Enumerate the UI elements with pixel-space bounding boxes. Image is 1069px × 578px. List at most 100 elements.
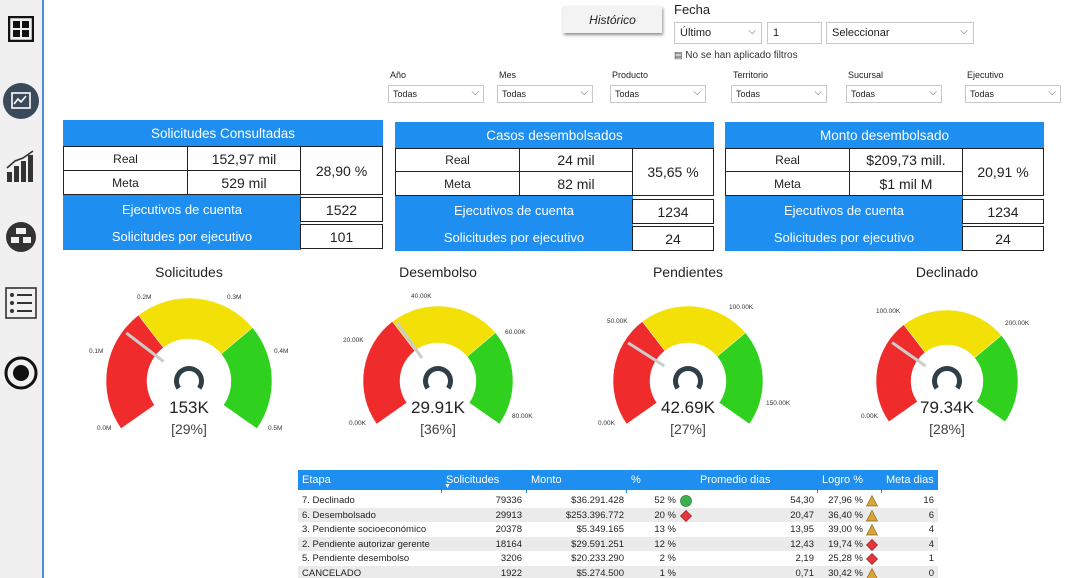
- sort-desc-icon: ▼: [444, 483, 451, 490]
- header-etapa[interactable]: Etapa: [302, 474, 331, 486]
- table-body: 7. Declinado 79336 $36.291.428 52 % 54,30 27,…: [298, 493, 938, 578]
- filter-value: Todas: [851, 89, 876, 99]
- gauge-tick-label: 40.00K: [411, 293, 432, 300]
- filter-select-sucursal[interactable]: Todas ⌵: [846, 85, 942, 103]
- cell-meta-dias: 1: [928, 553, 934, 564]
- filter-value: Todas: [970, 89, 995, 99]
- filter-icon: ▤: [674, 50, 683, 60]
- gauge-needle: [627, 341, 666, 368]
- gauge-center: [147, 339, 231, 423]
- card-title: Solicitudes Consultadas: [63, 120, 383, 146]
- fecha-period-value: Último: [680, 27, 712, 39]
- solicitudes-por-ejecutivo-label: Solicitudes por ejecutivo: [63, 223, 301, 250]
- cell-monto: $253.396.772: [565, 509, 624, 521]
- cell-promedio-dias: 0,71: [795, 567, 815, 578]
- header-percent[interactable]: %: [631, 474, 641, 486]
- gauge-pendientes: [612, 305, 764, 425]
- chevron-down-icon: ⌵: [929, 87, 937, 98]
- table-row[interactable]: 7. Declinado 79336 $36.291.428 52 % 54,30 27,…: [298, 493, 938, 508]
- gauge-tick-label: 20.00K: [343, 337, 364, 344]
- gauge-tick-label: 0.0M: [97, 425, 112, 432]
- gauge-tick-label: 0.00K: [349, 420, 366, 427]
- cell-monto: $29.591.251: [571, 538, 624, 550]
- header-solicitudes[interactable]: Solicitudes: [446, 474, 500, 486]
- gauge-green-band: [716, 332, 764, 425]
- gauge-needle: [396, 321, 424, 359]
- gauge-title: Pendientes: [652, 264, 724, 280]
- filter-value: Todas: [615, 89, 640, 99]
- ejecutivos-value: 1234: [962, 199, 1044, 224]
- gauge-tick-label: 0.5M: [268, 425, 283, 432]
- table-row[interactable]: CANCELADO 1922 $5.274.500 1 % 0,71 30,42 % 0: [298, 565, 938, 578]
- cell-meta-dias: 6: [928, 509, 934, 521]
- cell-solicitudes: 20378: [495, 524, 522, 535]
- solicitudes-por-ejecutivo-label: Solicitudes por ejecutivo: [395, 224, 633, 251]
- chevron-down-icon: ⌵: [693, 87, 701, 98]
- grid-icon[interactable]: [4, 12, 38, 46]
- table-row[interactable]: 2. Pendiente autorizar gerente 18164 $29.5…: [298, 536, 938, 551]
- table-row[interactable]: 6. Desembolsado 29913 $253.396.772 20 % 20,4…: [298, 507, 938, 522]
- filter-select-producto[interactable]: Todas ⌵: [610, 85, 706, 103]
- header-meta-dias[interactable]: Meta dias: [886, 474, 934, 486]
- cell-logro: 39,00 %: [828, 524, 863, 535]
- fecha-unit-select[interactable]: Seleccionar ⌵: [826, 22, 974, 44]
- gauge-tick-label: 0.2M: [137, 294, 152, 301]
- left-toolbar: [0, 0, 44, 578]
- table-row[interactable]: 3. Pendiente socioeconómico 20378 $5.349.1…: [298, 522, 938, 537]
- gauge-tick-label: 0.00K: [598, 420, 615, 427]
- gauge-center: [911, 345, 983, 417]
- real-label: Real: [395, 148, 520, 172]
- cell-percent: 1 %: [659, 567, 676, 578]
- header-promedio-dias[interactable]: Promedio dias: [700, 474, 771, 486]
- gauge-center: [650, 343, 726, 419]
- filter-label-ano: Año: [390, 70, 407, 80]
- cell-percent: 20 %: [654, 509, 676, 521]
- gauge-value: 79.34K: [920, 398, 974, 417]
- cell-meta-dias: 16: [923, 495, 934, 506]
- fecha-unit-value: Seleccionar: [832, 27, 890, 39]
- cell-etapa: 7. Declinado: [302, 495, 355, 506]
- chevron-down-icon: ⌵: [1048, 87, 1056, 98]
- gauge-tick-label: 0.00K: [861, 413, 878, 420]
- gauge-center: [400, 343, 476, 419]
- filter-select-territorio[interactable]: Todas ⌵: [731, 85, 827, 103]
- cell-promedio-dias: 13,95: [790, 524, 814, 535]
- hierarchy-icon[interactable]: [4, 220, 38, 254]
- real-label: Real: [725, 148, 850, 172]
- table-row[interactable]: 5. Pendiente desembolso 3206 $20.233.290 2 …: [298, 551, 938, 566]
- gauge-desembolso: [362, 305, 514, 425]
- historico-button[interactable]: Histórico: [563, 6, 662, 33]
- filter-value: Todas: [736, 89, 761, 99]
- record-icon[interactable]: [4, 356, 38, 390]
- meta-label: Meta: [63, 170, 188, 195]
- cell-etapa: 2. Pendiente autorizar gerente: [302, 538, 430, 550]
- bar-chart-icon[interactable]: [4, 150, 38, 184]
- cell-logro: 19,74 %: [828, 538, 863, 550]
- fecha-period-select[interactable]: Último ⌵: [674, 22, 762, 44]
- analytics-icon[interactable]: [2, 82, 40, 120]
- gauge-title: Solicitudes: [155, 264, 223, 280]
- header-monto[interactable]: Monto: [531, 474, 562, 486]
- achievement-percent: 35,65 %: [632, 148, 714, 196]
- filter-select-mes[interactable]: Todas ⌵: [497, 85, 593, 103]
- kpi-card-solicitudes: Solicitudes Consultadas Real 152,97 mil …: [63, 120, 383, 252]
- cell-percent: 12 %: [654, 538, 676, 550]
- ejecutivos-value: 1234: [632, 199, 714, 224]
- gauge-value: 153K: [169, 398, 209, 417]
- filter-select-ejecutivo[interactable]: Todas ⌵: [965, 85, 1061, 103]
- meta-label: Meta: [725, 171, 850, 196]
- triangle-yellow-icon: [866, 567, 878, 578]
- gauge-tick-label: 100.00K: [729, 304, 754, 311]
- gauge-tick-label: 80.00K: [512, 413, 533, 420]
- filter-value: Todas: [502, 89, 527, 99]
- solicitudes-por-ejecutivo-value: 101: [300, 224, 383, 249]
- fecha-count-input[interactable]: 1: [767, 22, 822, 44]
- cell-etapa: 5. Pendiente desembolso: [302, 553, 410, 564]
- list-icon[interactable]: [4, 286, 38, 320]
- cell-etapa: 6. Desembolsado: [302, 509, 376, 521]
- gauge-tick-label: 50.00K: [607, 318, 628, 325]
- cell-percent: 13 %: [654, 524, 676, 535]
- filter-select-ano[interactable]: Todas ⌵: [388, 85, 484, 103]
- header-logro[interactable]: Logro %: [822, 474, 863, 486]
- gauge-green-band: [974, 335, 1019, 423]
